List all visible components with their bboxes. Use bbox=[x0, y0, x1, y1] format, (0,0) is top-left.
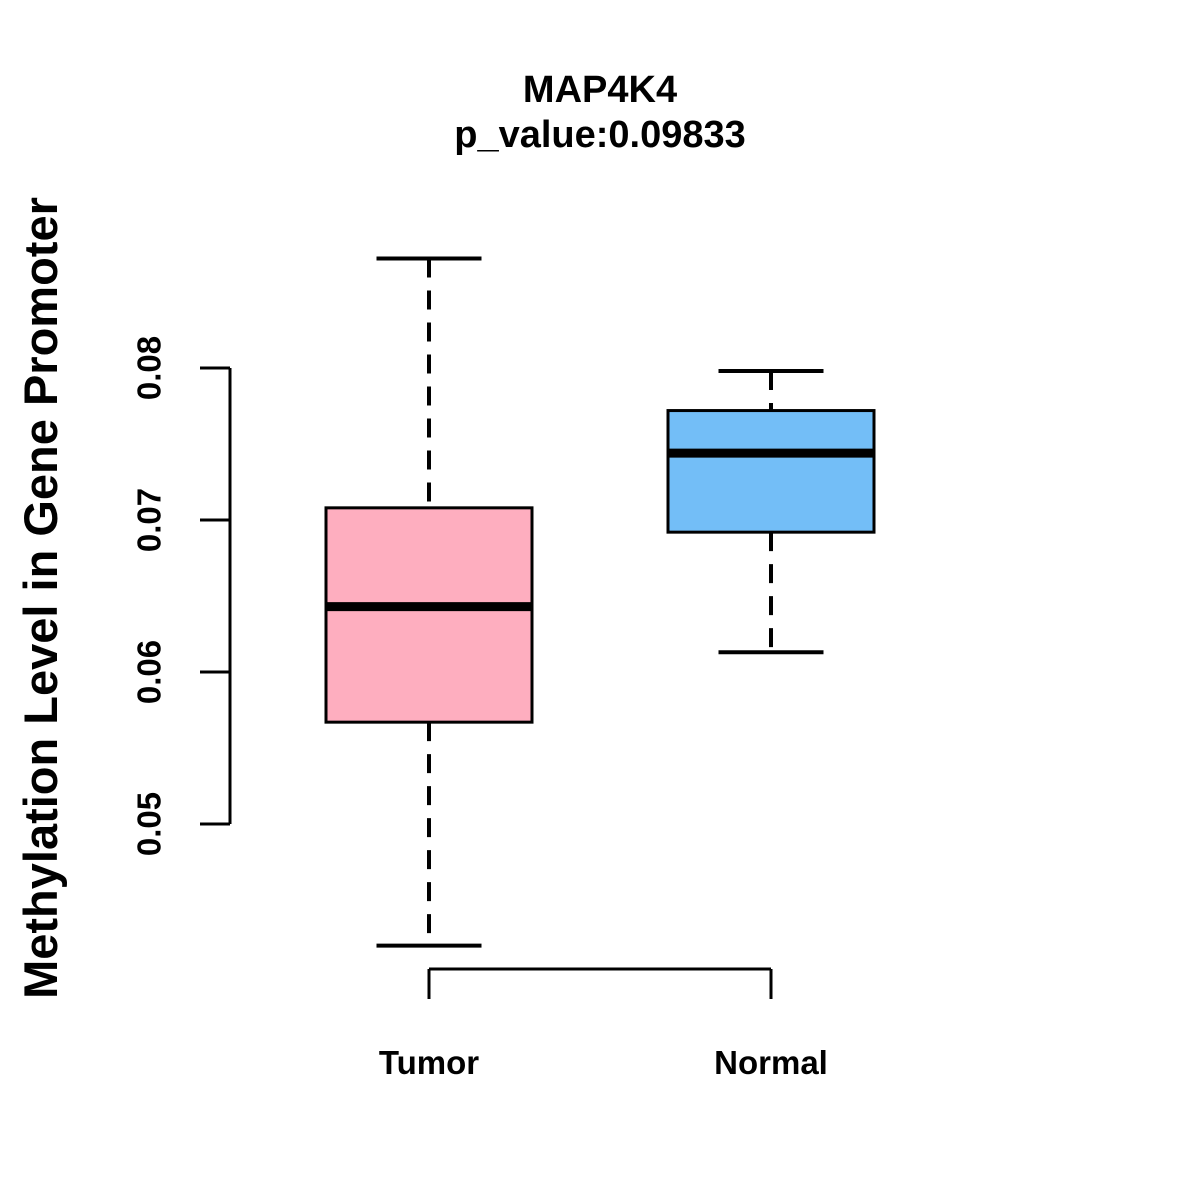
box-tumor bbox=[324, 506, 534, 724]
category-label-normal: Normal bbox=[714, 1044, 828, 1081]
box-normal bbox=[666, 409, 876, 534]
category-label-tumor: Tumor bbox=[379, 1044, 479, 1081]
y-axis-tick-label-2: 0.07 bbox=[131, 488, 168, 552]
chart-subtitle: p_value:0.09833 bbox=[454, 114, 746, 156]
y-axis-tick-label-3: 0.08 bbox=[131, 336, 168, 400]
y-axis-tick-label-1: 0.06 bbox=[131, 640, 168, 704]
y-axis-tick-label-0: 0.05 bbox=[131, 792, 168, 856]
chart-title: MAP4K4 bbox=[522, 69, 678, 111]
